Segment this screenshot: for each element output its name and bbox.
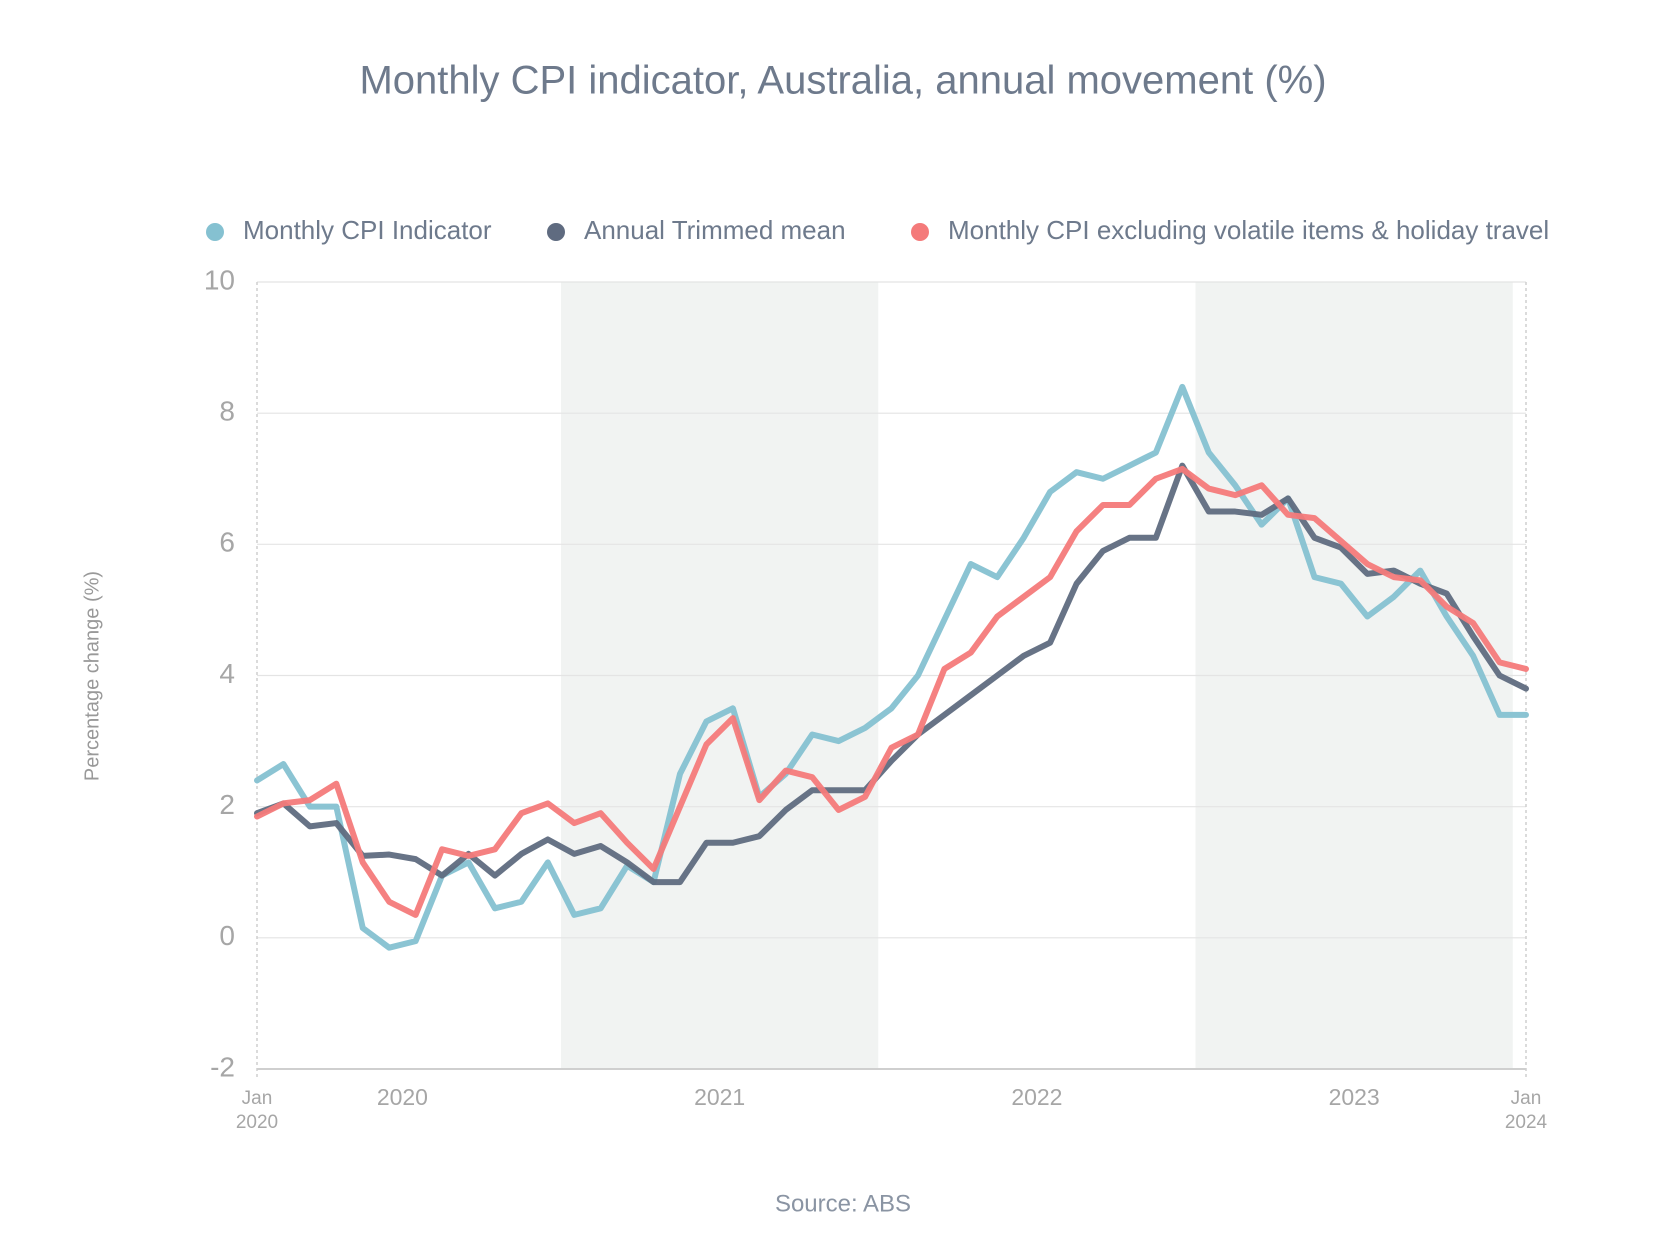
y-tick-label: 8: [219, 396, 235, 427]
chart-title: Monthly CPI indicator, Australia, annual…: [359, 59, 1326, 103]
x-tick-label: Jan 2020: [236, 1088, 278, 1133]
y-tick-label: 6: [219, 527, 235, 558]
y-tick-label: 2: [219, 789, 235, 820]
y-tick-label: 4: [219, 658, 235, 689]
legend-label: Monthly CPI excluding volatile items & h…: [948, 215, 1549, 245]
series-line: [254, 383, 1529, 951]
legend-label: Annual Trimmed mean: [584, 215, 846, 245]
year-label: 2023: [1329, 1084, 1380, 1110]
year-label: 2020: [377, 1084, 428, 1110]
x-tick-label: Jan 2024: [1505, 1088, 1548, 1133]
legend-label: Monthly CPI Indicator: [243, 215, 492, 245]
year-label: 2021: [694, 1084, 745, 1110]
y-tick-label: 10: [204, 264, 235, 295]
y-tick-label: 0: [219, 920, 235, 951]
source: Source: ABS: [775, 1190, 911, 1217]
series-line: [254, 465, 1529, 918]
y-axis-label: Percentage change (%): [81, 571, 103, 781]
legend-marker: [206, 223, 224, 241]
legend-marker: [547, 223, 565, 241]
y-tick-label: -2: [210, 1051, 235, 1082]
legend-marker: [911, 223, 929, 241]
year-label: 2022: [1011, 1084, 1062, 1110]
